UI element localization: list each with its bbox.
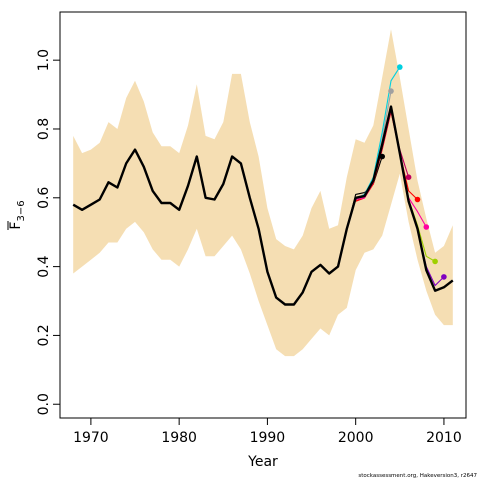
y-tick-label-2: 0.4 (36, 255, 52, 277)
series-layer (72, 66, 454, 306)
y-tick-label-group-3: 0.6 (36, 187, 52, 209)
endpoint-retro-2008 (423, 224, 430, 230)
y-axis-title-main: F (8, 222, 24, 230)
endpoint-layer (379, 64, 447, 280)
endpoint-retro-2003 (379, 153, 386, 160)
y-tick-label-5: 1.0 (36, 49, 52, 71)
endpoint-retro-2009 (432, 258, 438, 265)
y-tick-label-1: 0.2 (36, 324, 52, 346)
confidence-band-layer (73, 29, 453, 357)
y-tick-label-group-5: 1.0 (36, 49, 52, 71)
y-tick-label-3: 0.6 (36, 187, 52, 209)
endpoint-retro-2006 (405, 174, 412, 180)
confidence-band (73, 29, 453, 357)
x-axis-title: Year (247, 454, 278, 470)
y-axis-title: F3−6 (7, 200, 27, 230)
y-axis-title-sub: 3−6 (16, 200, 27, 221)
y-axis: 0.0 0.2 0.4 0.6 0.8 1.0 (36, 49, 60, 415)
endpoint-retro-2005 (397, 64, 403, 70)
endpoint-retro-2007 (414, 196, 421, 203)
plot-frame (59, 11, 467, 419)
x-tick-label-1970: 1970 (73, 430, 109, 446)
y-tick-label-0: 0.0 (36, 393, 52, 415)
y-tick-label-group-2: 0.4 (36, 255, 52, 277)
y-tick-label-group-0: 0.0 (36, 393, 52, 415)
x-tick-label-2010: 2010 (426, 430, 462, 446)
svg-text:F3−6: F3−6 (8, 200, 27, 229)
y-tick-label-group-4: 0.8 (36, 118, 52, 140)
endpoint-retro-2010 (441, 274, 447, 280)
credit-text: stockassessment.org, Hakeversion3, r2647 (358, 473, 477, 479)
x-tick-label-2000: 2000 (338, 430, 374, 446)
series-line-final (72, 105, 454, 306)
x-tick-label-1990: 1990 (250, 430, 286, 446)
x-tick-label-1980: 1980 (161, 430, 197, 446)
y-tick-label-4: 0.8 (36, 118, 52, 140)
y-tick-label-group-1: 0.2 (36, 324, 52, 346)
endpoint-retro-2004 (388, 88, 394, 94)
x-axis: 1970 1980 1990 2000 2010 (73, 418, 462, 446)
